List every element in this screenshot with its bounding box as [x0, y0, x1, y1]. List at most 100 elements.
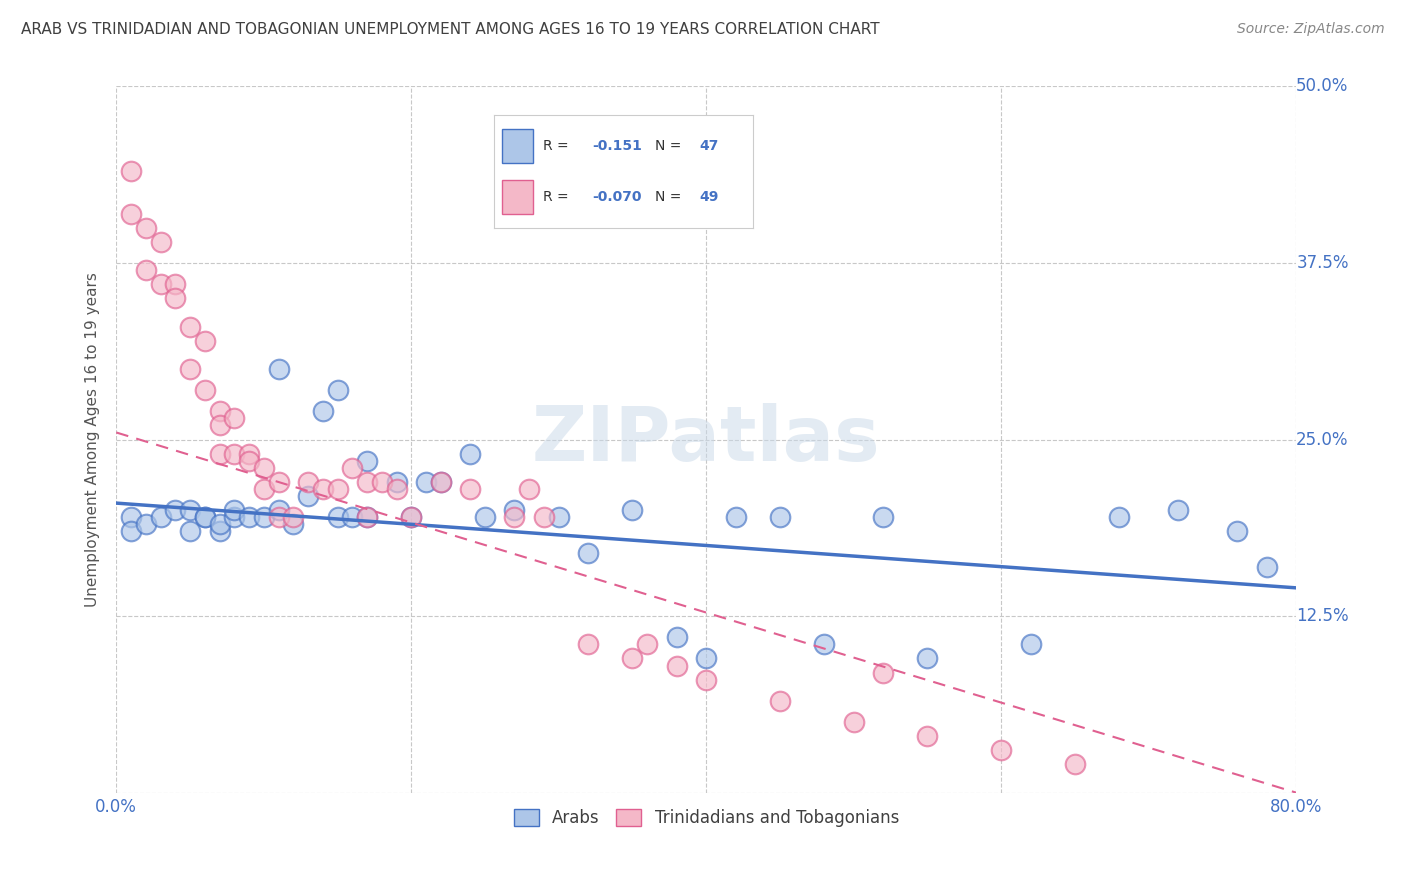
Point	[194, 510, 217, 524]
Point	[356, 510, 378, 524]
Point	[356, 475, 378, 489]
Point	[636, 637, 658, 651]
Point	[665, 658, 688, 673]
Point	[1226, 524, 1249, 539]
Point	[371, 475, 394, 489]
Point	[267, 362, 290, 376]
Point	[621, 503, 644, 517]
Point	[238, 510, 260, 524]
Point	[769, 510, 792, 524]
Point	[224, 510, 246, 524]
Point	[179, 524, 201, 539]
Point	[267, 510, 290, 524]
Point	[1064, 757, 1087, 772]
Point	[1167, 503, 1189, 517]
Point	[399, 510, 422, 524]
Point	[253, 482, 276, 496]
Point	[429, 475, 451, 489]
Point	[1108, 510, 1130, 524]
Point	[208, 447, 231, 461]
Text: Source: ZipAtlas.com: Source: ZipAtlas.com	[1237, 22, 1385, 37]
Point	[224, 447, 246, 461]
Point	[165, 291, 187, 305]
Point	[621, 651, 644, 665]
Point	[503, 510, 526, 524]
Point	[179, 362, 201, 376]
Point	[253, 510, 276, 524]
Point	[533, 510, 555, 524]
Text: ARAB VS TRINIDADIAN AND TOBAGONIAN UNEMPLOYMENT AMONG AGES 16 TO 19 YEARS CORREL: ARAB VS TRINIDADIAN AND TOBAGONIAN UNEMP…	[21, 22, 880, 37]
Point	[120, 164, 142, 178]
Point	[165, 503, 187, 517]
Point	[326, 383, 349, 397]
Point	[120, 510, 142, 524]
Text: 50.0%: 50.0%	[1296, 78, 1348, 95]
Point	[135, 220, 157, 235]
Point	[1256, 559, 1278, 574]
Point	[238, 454, 260, 468]
Point	[194, 510, 217, 524]
Point	[312, 482, 335, 496]
Point	[990, 743, 1012, 757]
Point	[385, 475, 408, 489]
Point	[769, 694, 792, 708]
Point	[135, 263, 157, 277]
Point	[415, 475, 437, 489]
Point	[399, 510, 422, 524]
Point	[165, 277, 187, 292]
Point	[120, 206, 142, 220]
Point	[503, 503, 526, 517]
Point	[208, 404, 231, 418]
Point	[695, 651, 717, 665]
Legend: Arabs, Trinidadians and Tobagonians: Arabs, Trinidadians and Tobagonians	[508, 802, 905, 834]
Text: 25.0%: 25.0%	[1296, 431, 1348, 449]
Point	[385, 482, 408, 496]
Point	[342, 460, 364, 475]
Point	[312, 404, 335, 418]
Y-axis label: Unemployment Among Ages 16 to 19 years: Unemployment Among Ages 16 to 19 years	[86, 272, 100, 607]
Point	[326, 510, 349, 524]
Point	[120, 524, 142, 539]
Point	[194, 334, 217, 348]
Point	[297, 475, 319, 489]
Point	[917, 729, 939, 743]
Point	[267, 475, 290, 489]
Point	[695, 673, 717, 687]
Point	[474, 510, 496, 524]
Point	[194, 383, 217, 397]
Point	[253, 460, 276, 475]
Point	[665, 630, 688, 644]
Point	[224, 411, 246, 425]
Point	[842, 714, 865, 729]
Point	[872, 665, 894, 680]
Point	[576, 637, 599, 651]
Point	[208, 517, 231, 532]
Point	[179, 503, 201, 517]
Point	[149, 510, 172, 524]
Point	[238, 447, 260, 461]
Point	[872, 510, 894, 524]
Point	[208, 418, 231, 433]
Point	[342, 510, 364, 524]
Point	[458, 447, 481, 461]
Text: 37.5%: 37.5%	[1296, 254, 1348, 272]
Point	[813, 637, 835, 651]
Point	[1019, 637, 1042, 651]
Point	[179, 319, 201, 334]
Point	[283, 510, 305, 524]
Point	[149, 277, 172, 292]
Point	[547, 510, 569, 524]
Point	[149, 235, 172, 249]
Point	[224, 503, 246, 517]
Point	[326, 482, 349, 496]
Point	[356, 510, 378, 524]
Point	[576, 545, 599, 559]
Text: ZIPatlas: ZIPatlas	[531, 402, 880, 476]
Point	[724, 510, 747, 524]
Point	[283, 517, 305, 532]
Point	[429, 475, 451, 489]
Point	[458, 482, 481, 496]
Text: 12.5%: 12.5%	[1296, 607, 1348, 625]
Point	[356, 454, 378, 468]
Point	[135, 517, 157, 532]
